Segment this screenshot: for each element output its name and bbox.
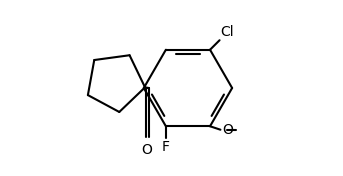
Text: F: F xyxy=(162,140,170,154)
Text: O: O xyxy=(142,143,153,157)
Text: Cl: Cl xyxy=(221,25,234,39)
Text: O: O xyxy=(223,123,233,137)
